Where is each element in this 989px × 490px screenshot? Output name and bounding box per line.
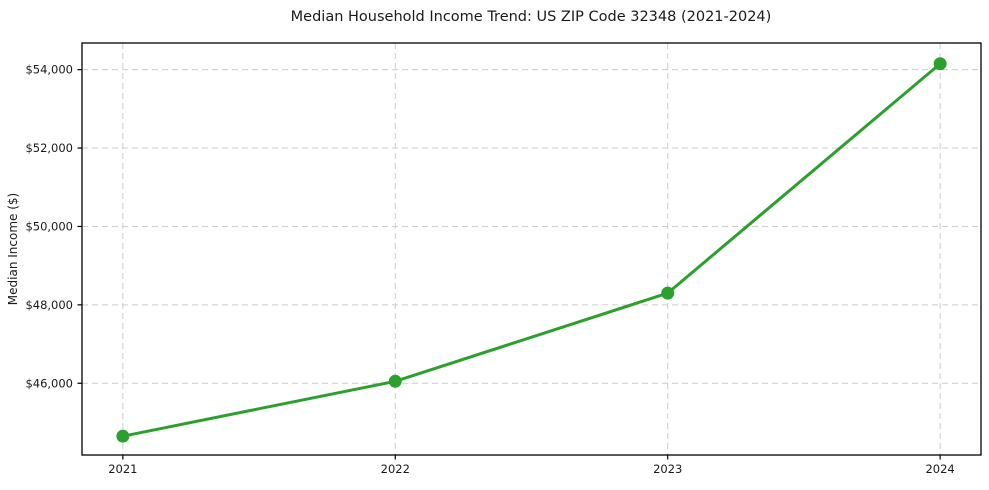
tick-label-layer: $46,000 $48,000 $50,000 $52,000 $54,000 2021 2… xyxy=(25,63,954,476)
data-point-marker xyxy=(661,286,675,300)
line-series xyxy=(116,57,947,443)
y-tick-label: $50,000 xyxy=(25,219,73,233)
plot-border xyxy=(81,42,982,456)
axis-layer xyxy=(77,42,982,460)
trend-line xyxy=(121,62,942,438)
y-axis-label: Median Income ($) xyxy=(6,193,20,305)
data-point-marker xyxy=(116,429,130,443)
x-tick-label: 2023 xyxy=(653,462,682,476)
grid-layer xyxy=(82,43,981,455)
data-point-marker xyxy=(933,57,947,71)
x-tick-label: 2022 xyxy=(381,462,410,476)
data-point-marker xyxy=(388,374,402,388)
chart-title: Median Household Income Trend: US ZIP Co… xyxy=(291,9,772,25)
x-tick-label: 2024 xyxy=(925,462,954,476)
x-tick-label: 2021 xyxy=(108,462,137,476)
y-tick-label: $54,000 xyxy=(25,63,73,77)
y-tick-label: $46,000 xyxy=(25,376,73,390)
y-tick-label: $52,000 xyxy=(25,141,73,155)
y-tick-label: $48,000 xyxy=(25,298,73,312)
